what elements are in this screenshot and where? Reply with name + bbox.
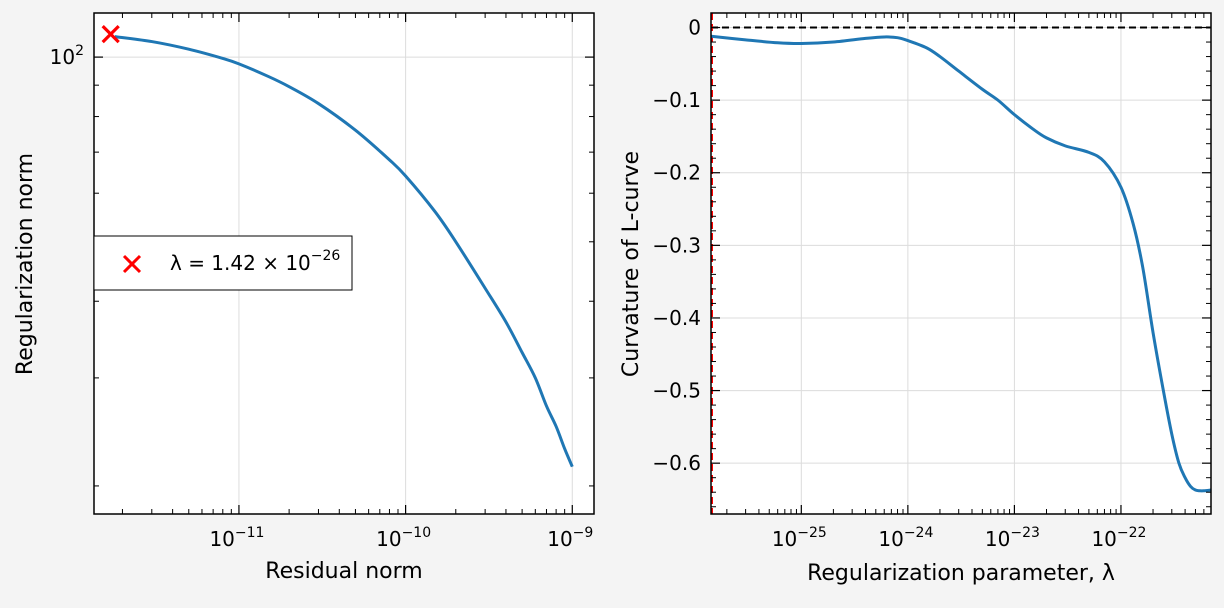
curvature-x-tick-exponent: −25 (797, 525, 827, 541)
l-curve-marker-group (101, 25, 120, 44)
l-curve-x-tick-label: 10−9 (547, 525, 593, 551)
legend-box (93, 235, 353, 291)
curvature-plot-frame (710, 12, 1212, 515)
curvature-reference-lines (711, 13, 1211, 514)
l-curve-x-tick-exponent: −10 (402, 525, 432, 541)
curvature-x-tick-label: 10−23 (985, 525, 1040, 551)
curvature-x-tick-exponent: −22 (1117, 525, 1147, 541)
l-curve-selected-point-marker (101, 25, 120, 44)
legend-entry-label: λ = 1.42 × 10−26 (170, 248, 340, 275)
curvature-y-tick-label: −0.3 (652, 233, 701, 257)
l-curve-series-line (114, 35, 574, 468)
curvature-y-tick-label: −0.6 (652, 451, 701, 475)
curvature-plot-area (711, 13, 1211, 514)
l-curve-x-tick-base: 10 (209, 527, 234, 551)
legend-label-prefix: λ = 1.42 × 10 (170, 251, 311, 275)
curvature-x-tick-exponent: −23 (1010, 525, 1040, 541)
curvature-y-axis-label: Curvature of L-curve (619, 151, 644, 377)
curvature-x-axis-label: Regularization parameter, λ (807, 561, 1115, 586)
l-curve-x-axis-label: Residual norm (265, 559, 422, 584)
curvature-y-tick-label: 0 (688, 16, 701, 40)
l-curve-y-tick-exponent: 2 (75, 43, 84, 59)
legend-marker-x (122, 254, 142, 274)
l-curve-x-tick-exponent: −11 (235, 525, 265, 541)
l-curve-y-tick-label: 102 (50, 43, 84, 69)
curvature-x-tick-exponent: −24 (904, 525, 934, 541)
curvature-tick-labels: 10−25 10−24 10−23 10−220−0.1−0.2−0.3−0.4−0.… (652, 16, 1146, 551)
curvature-x-tick-label: 10−25 (772, 525, 827, 551)
l-curve-x-tick-exponent: −9 (573, 525, 594, 541)
l-curve-x-tick-base: 10 (376, 527, 401, 551)
curvature-series-line (710, 34, 1212, 493)
curvature-y-tick-label: −0.5 (652, 379, 701, 403)
curvature-ticks (711, 12, 1212, 514)
l-curve-x-tick-base: 10 (547, 527, 572, 551)
curvature-series-group (710, 34, 1212, 493)
legend-label-exponent: −26 (311, 248, 341, 264)
l-curve-grid (94, 13, 594, 514)
curvature-x-tick-base: 10 (878, 527, 903, 551)
curvature-y-tick-label: −0.1 (652, 88, 701, 112)
l-curve-y-axis-label: Regularization norm (13, 153, 38, 375)
l-curve-y-tick-base: 10 (50, 45, 75, 69)
curvature-x-tick-label: 10−24 (878, 525, 933, 551)
l-curve-x-tick-label: 10−11 (209, 525, 264, 551)
l-curve-x-tick-label: 10−10 (376, 525, 431, 551)
l-curve-ticks (94, 13, 594, 514)
curvature-y-tick-label: −0.4 (652, 306, 701, 330)
curvature-x-tick-base: 10 (985, 527, 1010, 551)
curvature-panel: 10−25 10−24 10−23 10−220−0.1−0.2−0.3−0.4−0.… (619, 12, 1212, 586)
l-curve-series-group (114, 35, 574, 468)
curvature-y-tick-label: −0.2 (652, 161, 701, 185)
curvature-x-tick-label: 10−22 (1091, 525, 1146, 551)
curvature-x-tick-base: 10 (1091, 527, 1116, 551)
l-curve-legend: λ = 1.42 × 10−26 (93, 235, 353, 291)
curvature-x-tick-base: 10 (772, 527, 797, 551)
